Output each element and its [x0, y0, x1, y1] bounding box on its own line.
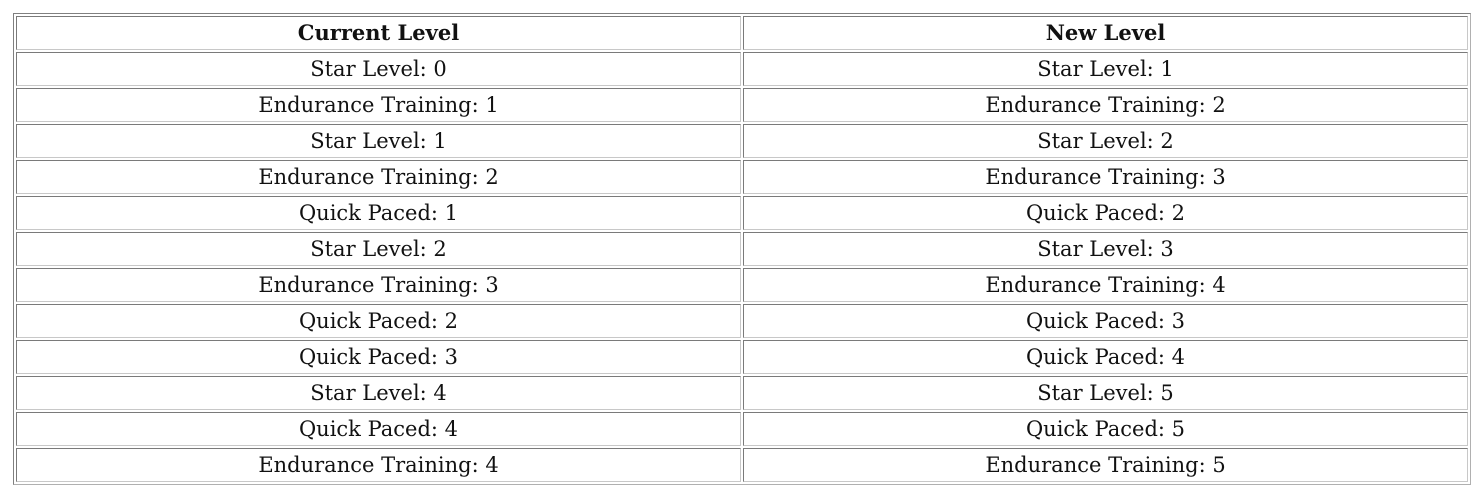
current-level-cell: Star Level: 4: [16, 376, 741, 410]
current-level-cell: Quick Paced: 3: [16, 340, 741, 374]
new-level-cell: Endurance Training: 3: [743, 160, 1468, 194]
new-level-cell: Star Level: 3: [743, 232, 1468, 266]
table-row: Quick Paced: 1 Quick Paced: 2: [16, 196, 1468, 230]
new-level-cell: Star Level: 1: [743, 52, 1468, 86]
current-level-cell: Star Level: 0: [16, 52, 741, 86]
current-level-cell: Endurance Training: 1: [16, 88, 741, 122]
new-level-cell: Star Level: 2: [743, 124, 1468, 158]
table-row: Endurance Training: 4 Endurance Training:…: [16, 448, 1468, 482]
current-level-cell: Star Level: 2: [16, 232, 741, 266]
table-row: Endurance Training: 2 Endurance Training:…: [16, 160, 1468, 194]
header-row: Current Level New Level: [16, 16, 1468, 50]
current-level-cell: Quick Paced: 4: [16, 412, 741, 446]
current-level-cell: Quick Paced: 2: [16, 304, 741, 338]
current-level-cell: Endurance Training: 4: [16, 448, 741, 482]
new-level-cell: Quick Paced: 2: [743, 196, 1468, 230]
new-level-cell: Endurance Training: 5: [743, 448, 1468, 482]
new-level-cell: Quick Paced: 4: [743, 340, 1468, 374]
current-level-cell: Endurance Training: 3: [16, 268, 741, 302]
level-table: Current Level New Level Star Level: 0 Sta…: [13, 13, 1471, 485]
table-row: Quick Paced: 4 Quick Paced: 5: [16, 412, 1468, 446]
current-level-cell: Quick Paced: 1: [16, 196, 741, 230]
table-row: Star Level: 2 Star Level: 3: [16, 232, 1468, 266]
new-level-cell: Endurance Training: 2: [743, 88, 1468, 122]
table-row: Endurance Training: 1 Endurance Training:…: [16, 88, 1468, 122]
table-row: Star Level: 1 Star Level: 2: [16, 124, 1468, 158]
table-row: Quick Paced: 3 Quick Paced: 4: [16, 340, 1468, 374]
table-row: Star Level: 4 Star Level: 5: [16, 376, 1468, 410]
new-level-cell: Star Level: 5: [743, 376, 1468, 410]
new-level-cell: Quick Paced: 5: [743, 412, 1468, 446]
header-new-level: New Level: [743, 16, 1468, 50]
new-level-cell: Quick Paced: 3: [743, 304, 1468, 338]
new-level-cell: Endurance Training: 4: [743, 268, 1468, 302]
current-level-cell: Endurance Training: 2: [16, 160, 741, 194]
header-current-level: Current Level: [16, 16, 741, 50]
table-row: Endurance Training: 3 Endurance Training:…: [16, 268, 1468, 302]
current-level-cell: Star Level: 1: [16, 124, 741, 158]
table-row: Star Level: 0 Star Level: 1: [16, 52, 1468, 86]
table-row: Quick Paced: 2 Quick Paced: 3: [16, 304, 1468, 338]
